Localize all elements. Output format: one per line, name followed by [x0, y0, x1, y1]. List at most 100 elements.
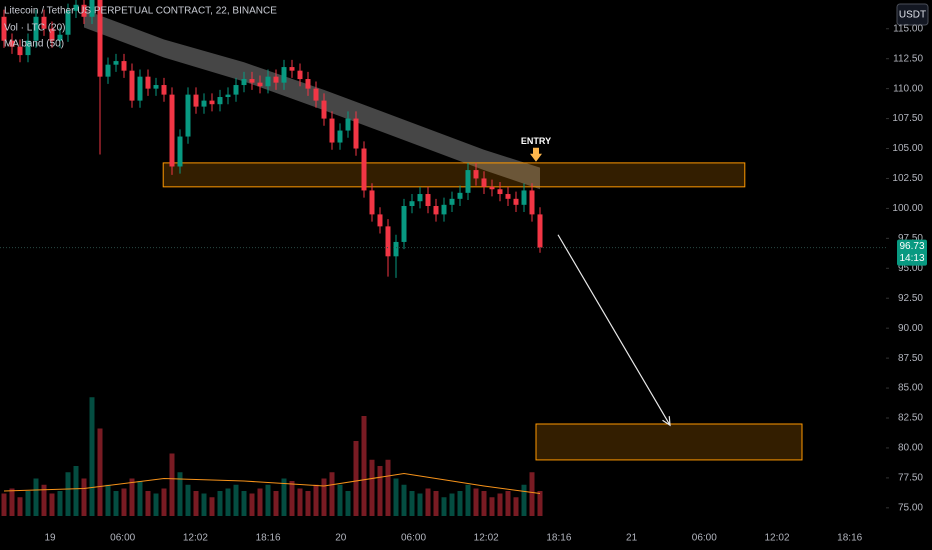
y-tick-label: 82.50: [898, 413, 923, 424]
currency-button[interactable]: [896, 3, 929, 26]
volume-bar: [409, 491, 415, 516]
volume-bar: [153, 493, 159, 516]
volume-bar: [401, 484, 407, 516]
volume-bar: [177, 472, 183, 516]
currency-label[interactable]: USDT: [899, 10, 926, 21]
candle-body: [217, 97, 223, 105]
candle-body: [481, 178, 487, 187]
y-tick-label: 115.00: [893, 23, 923, 34]
volume-bar: [481, 491, 487, 516]
countdown-label: 14:13: [899, 253, 924, 264]
candle-body: [409, 201, 415, 207]
volume-bar: [33, 478, 39, 516]
y-tick-label: 85.00: [898, 383, 923, 394]
candle-body: [65, 10, 71, 35]
volume-bar: [369, 459, 375, 516]
volume-bar: [377, 466, 383, 516]
candle-body: [401, 206, 407, 242]
candle-body: [305, 79, 311, 89]
candle-body: [249, 79, 255, 83]
candle-body: [393, 241, 399, 257]
candle-body: [297, 70, 303, 80]
candle-body: [241, 79, 247, 86]
volume-bar: [417, 493, 423, 516]
volume-bar: [73, 466, 79, 516]
volume-bar: [1, 493, 7, 516]
candle-body: [9, 40, 15, 47]
candle-body: [81, 4, 87, 17]
candle-body: [153, 85, 159, 89]
candle-body: [1, 16, 7, 41]
candle-body: [537, 214, 543, 248]
candle-body: [73, 4, 79, 11]
y-tick-label: 97.50: [898, 233, 923, 244]
volume-bar: [465, 484, 471, 516]
volume-bar: [313, 484, 319, 516]
candle-body: [57, 34, 63, 41]
candle-body: [273, 76, 279, 83]
volume-bar: [145, 491, 151, 516]
volume-bar: [345, 491, 351, 516]
zone: [162, 162, 746, 188]
candle-body: [473, 170, 479, 179]
indicator-label: MA band (50): [4, 39, 64, 50]
x-tick-label: 12:02: [764, 533, 789, 544]
volume-bar: [25, 491, 31, 516]
y-tick-label: 87.50: [898, 353, 923, 364]
candle-body: [425, 194, 431, 207]
volume-bar: [289, 481, 295, 516]
candle-body: [41, 16, 47, 29]
y-tick-label: 80.00: [898, 443, 923, 454]
candle-body: [457, 192, 463, 199]
candle-body: [185, 94, 191, 137]
volume-bar: [297, 488, 303, 516]
candle-body: [121, 61, 127, 71]
volume-bar: [329, 472, 335, 516]
candle-body: [161, 85, 167, 95]
y-tick-label: 90.00: [898, 323, 923, 334]
candle-body: [529, 190, 535, 215]
candle-body: [105, 64, 111, 77]
entry-label: ENTRY: [521, 136, 551, 146]
candle-body: [33, 16, 39, 41]
volume-bar: [353, 441, 359, 516]
candle-body: [321, 100, 327, 119]
volume-bar: [265, 484, 271, 516]
volume-bar: [121, 488, 127, 516]
candle-body: [369, 190, 375, 215]
candle-body: [385, 226, 391, 257]
volume-bar: [425, 488, 431, 516]
ma-band: [84, 9, 540, 190]
candle-body: [345, 118, 351, 131]
volume-bar: [105, 484, 111, 516]
volume-bar: [41, 484, 47, 516]
candle-body: [353, 118, 359, 149]
candle-body: [289, 67, 295, 71]
volume-bar: [65, 472, 71, 516]
candle-body: [313, 88, 319, 101]
volume-bar: [241, 491, 247, 516]
x-tick-label: 19: [44, 533, 56, 544]
y-tick-label: 92.50: [898, 293, 923, 304]
candle-body: [201, 100, 207, 107]
volume-bar: [217, 491, 223, 516]
volume-bar: [497, 493, 503, 516]
x-tick-label: 20: [335, 533, 347, 544]
candle-body: [17, 46, 23, 56]
x-tick-label: 12:02: [474, 533, 499, 544]
x-tick-label: 18:16: [256, 533, 281, 544]
chart-title: Litecoin / Tether US PERPETUAL CONTRACT,…: [4, 6, 277, 17]
y-tick-label: 112.50: [893, 53, 923, 64]
candle-body: [465, 170, 471, 193]
volume-bar: [17, 497, 23, 516]
volume-bar: [457, 491, 463, 516]
volume-bar: [129, 478, 135, 516]
volume-bar: [225, 488, 231, 516]
volume-bar: [113, 491, 119, 516]
x-tick-label: 12:02: [183, 533, 208, 544]
y-tick-label: 95.00: [898, 263, 923, 274]
volume-bar: [249, 493, 255, 516]
candle-body: [489, 186, 495, 190]
volume-bar: [385, 459, 391, 516]
